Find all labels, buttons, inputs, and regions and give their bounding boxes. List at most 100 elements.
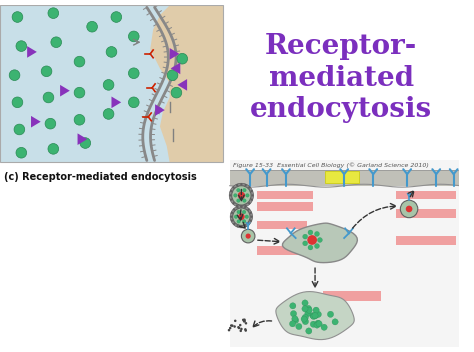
- Circle shape: [230, 215, 232, 218]
- Circle shape: [239, 329, 242, 332]
- Circle shape: [74, 114, 85, 125]
- Circle shape: [236, 184, 238, 186]
- Bar: [0, 5, 223, 162]
- Bar: [395, 209, 456, 218]
- Circle shape: [111, 12, 122, 22]
- Circle shape: [14, 124, 25, 135]
- Polygon shape: [170, 48, 179, 60]
- Circle shape: [233, 208, 236, 211]
- Bar: [395, 190, 456, 199]
- Polygon shape: [177, 79, 187, 91]
- Circle shape: [308, 230, 313, 235]
- Circle shape: [313, 307, 319, 313]
- Circle shape: [246, 233, 251, 239]
- Circle shape: [237, 225, 238, 227]
- Circle shape: [231, 212, 233, 214]
- Circle shape: [310, 313, 317, 320]
- Circle shape: [302, 319, 309, 325]
- Circle shape: [302, 314, 309, 320]
- Circle shape: [236, 205, 238, 207]
- Bar: [257, 202, 313, 211]
- Circle shape: [228, 329, 230, 332]
- Circle shape: [290, 303, 296, 309]
- Circle shape: [240, 205, 243, 208]
- Circle shape: [245, 184, 247, 186]
- Polygon shape: [283, 223, 357, 263]
- Circle shape: [41, 66, 52, 77]
- Circle shape: [51, 37, 62, 48]
- Circle shape: [302, 306, 308, 312]
- Circle shape: [238, 327, 240, 329]
- Circle shape: [103, 80, 114, 90]
- Circle shape: [237, 188, 240, 192]
- Circle shape: [234, 215, 238, 219]
- Circle shape: [234, 320, 237, 322]
- Circle shape: [242, 220, 246, 223]
- Circle shape: [305, 306, 311, 312]
- Circle shape: [243, 199, 246, 202]
- Circle shape: [242, 319, 245, 321]
- Circle shape: [248, 186, 250, 189]
- Polygon shape: [171, 63, 180, 74]
- Circle shape: [245, 329, 247, 332]
- Circle shape: [301, 316, 307, 322]
- Polygon shape: [155, 104, 165, 116]
- Circle shape: [87, 21, 98, 32]
- Circle shape: [243, 188, 246, 192]
- Circle shape: [244, 225, 246, 227]
- Circle shape: [237, 206, 238, 208]
- Circle shape: [237, 220, 240, 223]
- Circle shape: [230, 324, 232, 327]
- Circle shape: [245, 215, 248, 219]
- Bar: [257, 190, 313, 199]
- Circle shape: [245, 322, 247, 325]
- Circle shape: [248, 202, 250, 205]
- Circle shape: [232, 186, 235, 189]
- Circle shape: [241, 229, 255, 243]
- Circle shape: [237, 326, 240, 328]
- Circle shape: [310, 321, 317, 327]
- Circle shape: [177, 54, 188, 64]
- Circle shape: [316, 321, 322, 327]
- Circle shape: [48, 144, 59, 154]
- Bar: [257, 246, 301, 254]
- Circle shape: [332, 319, 338, 325]
- Circle shape: [103, 109, 114, 119]
- Circle shape: [243, 319, 246, 321]
- Circle shape: [291, 310, 297, 317]
- Polygon shape: [60, 85, 70, 96]
- Circle shape: [45, 118, 56, 129]
- Circle shape: [318, 238, 322, 243]
- Polygon shape: [111, 96, 121, 108]
- Polygon shape: [27, 46, 37, 58]
- Circle shape: [406, 206, 412, 212]
- Circle shape: [315, 311, 321, 318]
- Circle shape: [238, 213, 245, 220]
- Circle shape: [305, 310, 311, 316]
- Circle shape: [240, 205, 243, 208]
- Circle shape: [237, 192, 245, 199]
- Text: (c) Receptor-mediated endocytosis: (c) Receptor-mediated endocytosis: [4, 172, 197, 182]
- Circle shape: [315, 244, 319, 249]
- Circle shape: [243, 320, 246, 322]
- Circle shape: [16, 41, 27, 51]
- Circle shape: [246, 194, 249, 197]
- Circle shape: [306, 328, 312, 334]
- Circle shape: [233, 223, 236, 225]
- Circle shape: [312, 313, 318, 319]
- Circle shape: [290, 321, 296, 327]
- Polygon shape: [276, 291, 354, 340]
- Circle shape: [314, 322, 320, 328]
- Circle shape: [74, 87, 85, 98]
- Bar: [0, 5, 223, 162]
- Circle shape: [251, 190, 253, 192]
- Circle shape: [250, 212, 252, 214]
- Circle shape: [128, 97, 139, 108]
- Text: Figure 15-33  Essential Cell Biology (© Garland Science 2010): Figure 15-33 Essential Cell Biology (© G…: [233, 162, 428, 168]
- Circle shape: [292, 317, 299, 323]
- Circle shape: [74, 56, 85, 67]
- Circle shape: [231, 219, 233, 222]
- Circle shape: [231, 325, 234, 327]
- Bar: [230, 170, 459, 186]
- Circle shape: [303, 241, 308, 246]
